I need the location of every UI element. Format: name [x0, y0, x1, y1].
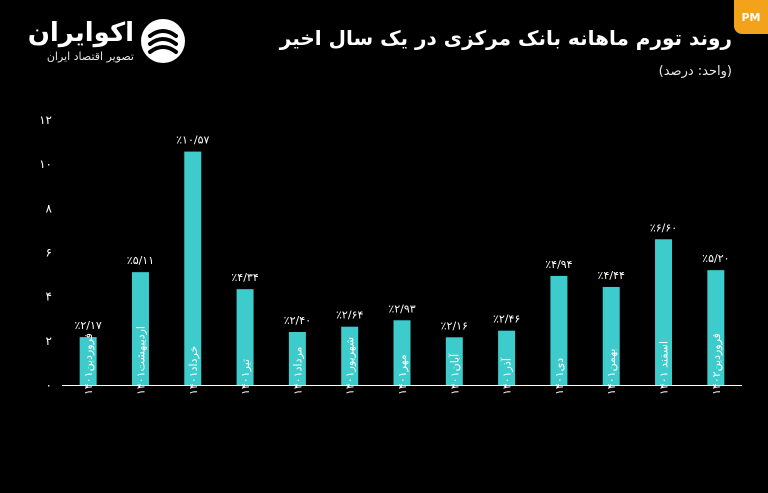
bar [184, 151, 202, 385]
bar-value-label: ٪۲/۱۷ [74, 319, 101, 332]
bar [236, 289, 254, 385]
bar-value-label: ٪۴/۳۴ [231, 271, 258, 284]
bar-value-label: ٪۴/۹۴ [545, 258, 572, 271]
x-tick-label: اردیبهشت۱۴۰۱ [134, 326, 147, 395]
x-tick-label: آذر۱۴۰۱ [500, 357, 514, 395]
x-tick-label: فروردین۱۴۰۲ [710, 333, 723, 395]
x-tick-label: اسفند ۱۴۰۱ [658, 341, 671, 395]
bar [602, 286, 620, 385]
ecoiran-logo-icon [141, 19, 185, 63]
bar [79, 337, 97, 385]
bar [341, 326, 359, 385]
bar [445, 337, 463, 385]
bar [498, 330, 516, 385]
bar [707, 270, 725, 385]
bar-value-label: ٪۲/۴۰ [284, 314, 311, 327]
x-tick-label: دی۱۴۰۱ [553, 358, 566, 395]
pm-badge: PM [734, 0, 768, 34]
chart-subtitle: (واحد: درصد) [658, 64, 732, 79]
y-tick-label: ۰ [46, 378, 52, 392]
bar-value-label: ٪۲/۹۳ [388, 302, 415, 315]
y-tick-label: ۱۰ [39, 157, 52, 171]
chart-title: روند تورم ماهانه بانک مرکزی در یک سال اخ… [279, 26, 732, 50]
bar-value-label: ٪۶/۶۰ [650, 221, 677, 234]
bar [655, 239, 673, 385]
x-tick-label: آبان۱۴۰۱ [447, 353, 461, 395]
y-tick-label: ۱۲ [39, 113, 52, 127]
bar [288, 332, 306, 385]
y-axis: ۰ ۲ ۴ ۶ ۸ ۱۰ ۱۲ [39, 113, 52, 392]
bar [131, 272, 149, 385]
bar-value-label: ٪۵/۲۰ [702, 252, 729, 265]
bar-value-label: ٪۱۰/۵۷ [176, 134, 209, 147]
x-tick-label: تیر۱۴۰۱ [239, 359, 252, 395]
x-tick-label: فروردین۱۴۰۱ [82, 333, 95, 395]
x-tick-label: بهمن۱۴۰۱ [605, 348, 618, 395]
y-tick-label: ۴ [46, 290, 52, 304]
x-tick-label: مهر۱۴۰۱ [396, 354, 409, 395]
bar-value-label: ٪۲/۱۶ [441, 319, 468, 332]
brand-tagline: تصویر اقتصاد ایران [46, 50, 134, 63]
y-tick-label: ۶ [46, 246, 52, 260]
header: اکوایران تصویر اقتصاد ایران روند تورم ما… [0, 0, 768, 100]
bar-value-label: ٪۲/۴۶ [493, 313, 520, 326]
bar-value-label: ٪۲/۶۴ [336, 309, 363, 322]
bar [550, 275, 568, 385]
bar-value-label: ٪۵/۱۱ [127, 254, 154, 267]
bar [393, 320, 411, 385]
bar-chart: ۰ ۲ ۴ ۶ ۸ ۱۰ ۱۲ ٪۲/۱۷ ٪۵/۱۱ ٪۱۰/۵۷ ٪۴/۳۴ ٪۲/۴۰ ٪۲/۶… [39, 113, 742, 395]
y-tick-label: ۸ [46, 201, 53, 215]
bar-value-label: ٪۴/۴۴ [598, 269, 625, 282]
value-labels: ٪۲/۱۷ ٪۵/۱۱ ٪۱۰/۵۷ ٪۴/۳۴ ٪۲/۴۰ ٪۲/۶۴ ٪۲/۹۳ ٪۲/۱… [74, 134, 729, 333]
x-tick-label: مرداد۱۴۰۱ [291, 346, 304, 395]
x-tick-label: خرداد۱۴۰۱ [187, 346, 200, 395]
x-tick-label: شهریور۱۴۰۱ [344, 337, 357, 395]
bars [79, 151, 725, 385]
brand-name: اکوایران [27, 18, 134, 48]
y-tick-label: ۲ [46, 334, 52, 348]
